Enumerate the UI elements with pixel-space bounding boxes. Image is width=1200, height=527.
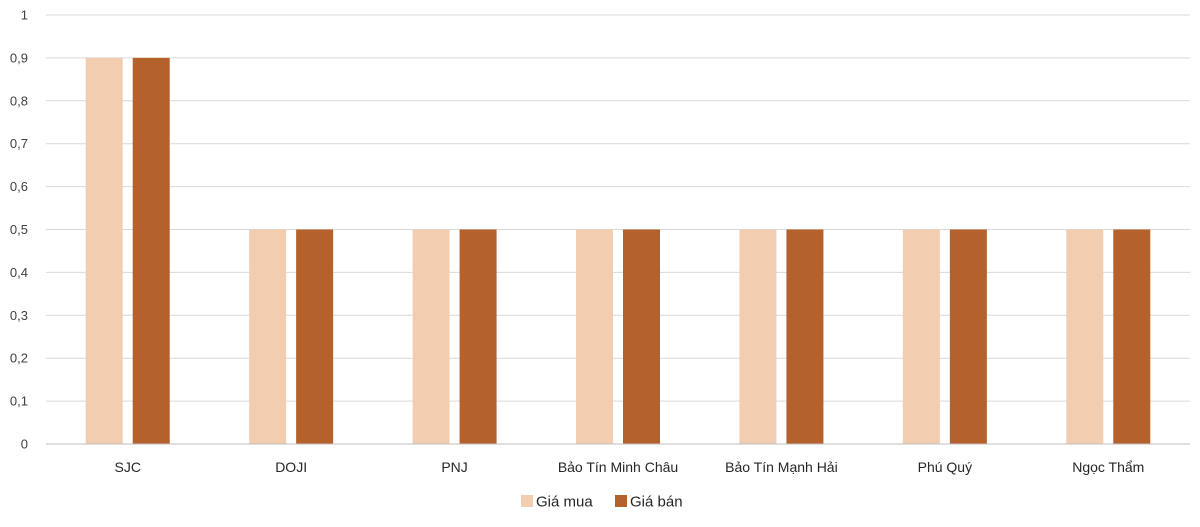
category-label: Phú Quý	[918, 459, 972, 475]
y-tick-label: 0,1	[10, 394, 28, 409]
bar-gia-ban	[623, 229, 660, 444]
bar-gia-mua	[412, 229, 450, 444]
legend: Giá mua Giá bán	[521, 494, 683, 511]
y-tick-label: 0,6	[10, 179, 28, 194]
bar-gia-mua	[85, 57, 123, 445]
bar-gia-ban	[949, 229, 987, 444]
y-axis-tick-labels: 0 0,1 0,2 0,3 0,4 0,5 0,6 0,7 0,8 0,9 1	[10, 8, 28, 452]
y-tick-label: 0	[21, 437, 28, 452]
bar-gia-mua	[576, 229, 613, 444]
y-tick-label: 0,8	[10, 93, 28, 108]
y-tick-label: 0,2	[10, 351, 28, 366]
gridlines	[46, 14, 1190, 402]
bar-gia-ban	[1113, 229, 1151, 444]
bar-gia-ban	[786, 229, 824, 444]
legend-swatch	[615, 495, 627, 507]
legend-swatch	[521, 495, 533, 507]
bar-gia-mua	[902, 229, 940, 444]
y-tick-label: 0,3	[10, 308, 28, 323]
category-label: Ngọc Thẩm	[1072, 459, 1144, 475]
bar-gia-mua	[1066, 229, 1104, 444]
category-label: PNJ	[441, 459, 467, 475]
y-tick-label: 0,9	[10, 50, 28, 65]
y-tick-label: 0,7	[10, 136, 28, 151]
bar-gia-mua	[739, 229, 777, 444]
legend-label: Giá bán	[630, 494, 683, 511]
bar-gia-ban	[296, 229, 334, 444]
y-tick-label: 0,5	[10, 222, 28, 237]
category-label: Bảo Tín Minh Châu	[558, 459, 678, 475]
x-axis: SJC DOJI PNJ Bảo Tín Minh Châu Bảo Tín Mạnh …	[46, 443, 1190, 475]
category-label: DOJI	[275, 459, 307, 475]
category-label: Bảo Tín Mạnh Hải	[725, 459, 838, 475]
legend-label: Giá mua	[536, 494, 593, 511]
category-label: SJC	[114, 459, 140, 475]
bar-gia-mua	[249, 229, 287, 444]
bar-gia-ban	[132, 57, 170, 445]
bar-gia-ban	[459, 229, 497, 444]
y-tick-label: 1	[21, 8, 28, 23]
bars	[85, 57, 1151, 445]
y-tick-label: 0,4	[10, 265, 28, 280]
